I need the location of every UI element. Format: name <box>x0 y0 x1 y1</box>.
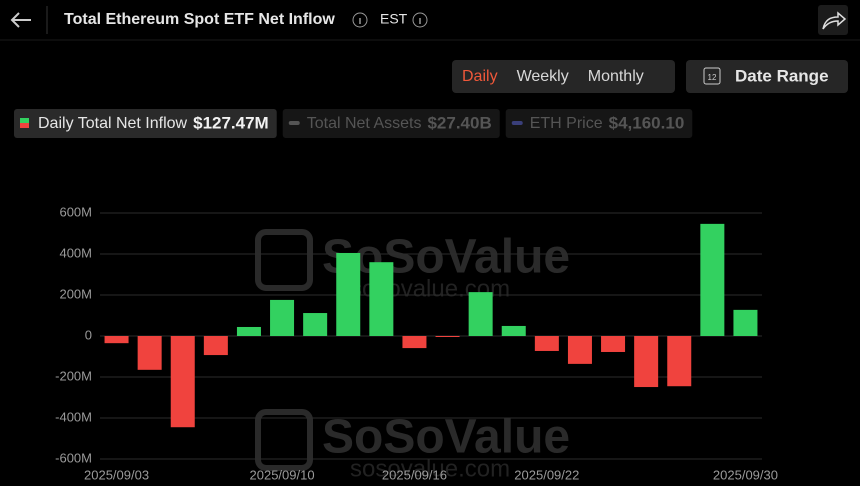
summary-item[interactable]: Total Net Assets $27.40B <box>282 109 500 138</box>
y-tick-label: -200M <box>55 368 92 383</box>
summary-value: $127.47M <box>193 113 269 132</box>
summary-bg <box>505 109 693 138</box>
summary-bg <box>282 109 500 138</box>
date-range-label: Date Range <box>735 66 829 85</box>
tab[interactable]: Weekly <box>517 68 569 85</box>
summary-name: Daily Total Net Inflow <box>38 115 188 132</box>
calendar-icon <box>703 67 721 85</box>
share-button[interactable] <box>818 5 848 35</box>
watermark-logo <box>255 229 313 291</box>
x-tick-label: 2025/09/22 <box>514 467 579 482</box>
summary-item[interactable]: Daily Total Net Inflow $127.47M <box>14 109 277 138</box>
tab[interactable]: Daily <box>462 68 498 85</box>
bar[interactable] <box>733 309 758 336</box>
x-tick-label: 2025/09/03 <box>84 467 149 482</box>
watermark-site: sosovalue.com <box>350 455 510 482</box>
y-tick-label: 200M <box>59 286 92 301</box>
bar[interactable] <box>203 336 228 356</box>
bar[interactable] <box>567 336 592 364</box>
tab[interactable]: Monthly <box>588 68 644 85</box>
x-tick-label: 2025/09/30 <box>713 467 778 482</box>
tab-group <box>452 60 675 93</box>
summary-name: Total Net Assets <box>307 115 422 132</box>
info-circle <box>352 12 368 28</box>
summary-bg <box>14 109 277 138</box>
bar[interactable] <box>402 336 427 349</box>
legend-swatch-up <box>20 118 29 123</box>
summary-value: $27.40B <box>427 113 491 132</box>
date-range-bg <box>686 60 848 93</box>
bar[interactable] <box>700 223 725 336</box>
y-tick-label: 600M <box>59 204 92 219</box>
bar[interactable] <box>137 336 162 370</box>
bar[interactable] <box>170 336 195 428</box>
y-tick-label: -400M <box>55 409 92 424</box>
summary-item[interactable]: ETH Price $4,160.10 <box>505 109 693 138</box>
info-icon[interactable] <box>412 12 428 28</box>
legend-swatch-down <box>20 123 29 128</box>
x-tick-label: 2025/09/16 <box>382 467 447 482</box>
page-title: Total Ethereum Spot ETF Net Inflow <box>64 11 335 28</box>
bar[interactable] <box>104 336 129 344</box>
x-tick-label: 2025/09/10 <box>250 467 315 482</box>
bar[interactable] <box>601 336 626 352</box>
share-icon <box>822 11 847 30</box>
bar[interactable] <box>303 313 328 336</box>
share-bg <box>818 5 848 35</box>
back-icon <box>10 12 31 28</box>
watermark-brand: SoSoValue <box>322 231 570 284</box>
bar[interactable] <box>534 336 559 351</box>
bar[interactable] <box>667 336 692 387</box>
legend-swatch <box>511 121 523 125</box>
watermark-brand: SoSoValue <box>322 411 570 464</box>
bar[interactable] <box>634 336 659 388</box>
date-range-button[interactable]: 12 Date Range <box>686 60 848 93</box>
bar[interactable] <box>270 299 295 336</box>
watermark-logo <box>255 409 313 471</box>
bar[interactable] <box>501 325 526 336</box>
y-tick-label: 0 <box>85 327 92 342</box>
bar[interactable] <box>236 326 261 336</box>
summary-value: $4,160.10 <box>609 113 685 132</box>
calendar-day: 12 <box>708 73 717 82</box>
bar[interactable] <box>369 262 394 336</box>
info-icon[interactable] <box>352 12 368 28</box>
y-tick-label: 400M <box>59 245 92 260</box>
timezone: EST <box>380 11 408 27</box>
summary-name: ETH Price <box>530 115 603 132</box>
info-circle <box>412 12 428 28</box>
y-tick-label: -600M <box>55 450 92 465</box>
legend-swatch <box>288 121 300 125</box>
bar[interactable] <box>336 252 361 336</box>
bar[interactable] <box>468 292 493 336</box>
bar[interactable] <box>435 336 460 337</box>
back-button[interactable] <box>10 12 31 28</box>
